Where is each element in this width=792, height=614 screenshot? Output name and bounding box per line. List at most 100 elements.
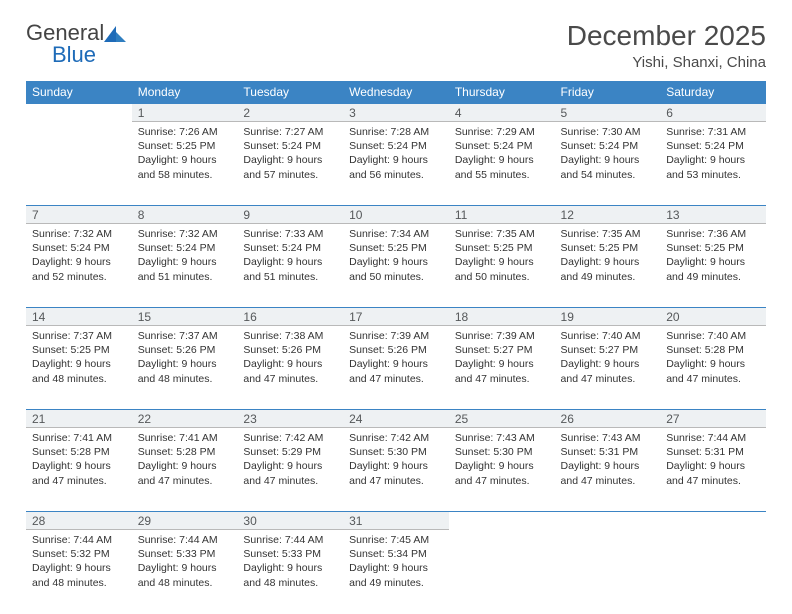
weekday-header: Monday: [132, 81, 238, 104]
day-body-cell: Sunrise: 7:32 AMSunset: 5:24 PMDaylight:…: [26, 224, 132, 308]
day-number-cell: 26: [555, 410, 661, 428]
logo-text: General Blue: [26, 22, 126, 66]
sunrise-line: Sunrise: 7:33 AM: [243, 227, 337, 241]
day-number-cell: 31: [343, 512, 449, 530]
day-body-cell: Sunrise: 7:42 AMSunset: 5:30 PMDaylight:…: [343, 428, 449, 512]
day-body-cell: Sunrise: 7:35 AMSunset: 5:25 PMDaylight:…: [555, 224, 661, 308]
day-number-cell: 17: [343, 308, 449, 326]
sunrise-line: Sunrise: 7:26 AM: [138, 125, 232, 139]
daylight-line: Daylight: 9 hours and 48 minutes.: [138, 561, 232, 589]
sunrise-line: Sunrise: 7:39 AM: [455, 329, 549, 343]
sunrise-line: Sunrise: 7:32 AM: [32, 227, 126, 241]
day-body-cell: Sunrise: 7:37 AMSunset: 5:26 PMDaylight:…: [132, 326, 238, 410]
day-number-cell: 4: [449, 104, 555, 122]
sunrise-line: Sunrise: 7:32 AM: [138, 227, 232, 241]
day-body-cell: Sunrise: 7:39 AMSunset: 5:27 PMDaylight:…: [449, 326, 555, 410]
daylight-line: Daylight: 9 hours and 54 minutes.: [561, 153, 655, 181]
day-body-cell: Sunrise: 7:32 AMSunset: 5:24 PMDaylight:…: [132, 224, 238, 308]
day-body-cell: Sunrise: 7:44 AMSunset: 5:33 PMDaylight:…: [132, 530, 238, 614]
sunrise-line: Sunrise: 7:40 AM: [561, 329, 655, 343]
daylight-line: Daylight: 9 hours and 48 minutes.: [32, 357, 126, 385]
sunset-line: Sunset: 5:31 PM: [666, 445, 760, 459]
header: General Blue December 2025 Yishi, Shanxi…: [26, 20, 766, 71]
sunset-line: Sunset: 5:24 PM: [138, 241, 232, 255]
logo-text-2: Blue: [26, 42, 96, 67]
day-body-cell: Sunrise: 7:38 AMSunset: 5:26 PMDaylight:…: [237, 326, 343, 410]
day-number-cell: 22: [132, 410, 238, 428]
day-number-cell: 19: [555, 308, 661, 326]
sunset-line: Sunset: 5:24 PM: [349, 139, 443, 153]
page-subtitle: Yishi, Shanxi, China: [567, 54, 766, 71]
sunset-line: Sunset: 5:28 PM: [138, 445, 232, 459]
day-number-cell: 12: [555, 206, 661, 224]
day-number-row: 28293031: [26, 512, 766, 530]
title-block: December 2025 Yishi, Shanxi, China: [567, 20, 766, 71]
sunrise-line: Sunrise: 7:42 AM: [243, 431, 337, 445]
day-body-cell: Sunrise: 7:42 AMSunset: 5:29 PMDaylight:…: [237, 428, 343, 512]
sunset-line: Sunset: 5:25 PM: [138, 139, 232, 153]
sunset-line: Sunset: 5:31 PM: [561, 445, 655, 459]
weekday-header-row: Sunday Monday Tuesday Wednesday Thursday…: [26, 81, 766, 104]
day-number-cell: 11: [449, 206, 555, 224]
day-number-cell: 9: [237, 206, 343, 224]
day-number-cell: 18: [449, 308, 555, 326]
daylight-line: Daylight: 9 hours and 47 minutes.: [138, 459, 232, 487]
sunset-line: Sunset: 5:24 PM: [561, 139, 655, 153]
day-body-cell: Sunrise: 7:33 AMSunset: 5:24 PMDaylight:…: [237, 224, 343, 308]
daylight-line: Daylight: 9 hours and 48 minutes.: [138, 357, 232, 385]
day-body-cell: Sunrise: 7:26 AMSunset: 5:25 PMDaylight:…: [132, 122, 238, 206]
sunrise-line: Sunrise: 7:41 AM: [32, 431, 126, 445]
sunset-line: Sunset: 5:34 PM: [349, 547, 443, 561]
day-body-cell: [449, 530, 555, 614]
daylight-line: Daylight: 9 hours and 47 minutes.: [349, 459, 443, 487]
day-number-cell: 10: [343, 206, 449, 224]
daylight-line: Daylight: 9 hours and 47 minutes.: [666, 357, 760, 385]
day-number-cell: [26, 104, 132, 122]
day-number-cell: 15: [132, 308, 238, 326]
day-number-cell: 29: [132, 512, 238, 530]
day-body-cell: Sunrise: 7:36 AMSunset: 5:25 PMDaylight:…: [660, 224, 766, 308]
day-number-cell: [449, 512, 555, 530]
day-body-cell: Sunrise: 7:40 AMSunset: 5:27 PMDaylight:…: [555, 326, 661, 410]
day-number-row: 78910111213: [26, 206, 766, 224]
sunset-line: Sunset: 5:26 PM: [243, 343, 337, 357]
day-number-cell: 8: [132, 206, 238, 224]
sunrise-line: Sunrise: 7:41 AM: [138, 431, 232, 445]
sunset-line: Sunset: 5:24 PM: [666, 139, 760, 153]
day-body-cell: Sunrise: 7:31 AMSunset: 5:24 PMDaylight:…: [660, 122, 766, 206]
daylight-line: Daylight: 9 hours and 47 minutes.: [349, 357, 443, 385]
sunrise-line: Sunrise: 7:44 AM: [138, 533, 232, 547]
sunrise-line: Sunrise: 7:43 AM: [455, 431, 549, 445]
daylight-line: Daylight: 9 hours and 48 minutes.: [243, 561, 337, 589]
daylight-line: Daylight: 9 hours and 47 minutes.: [561, 459, 655, 487]
day-number-cell: 14: [26, 308, 132, 326]
day-body-cell: Sunrise: 7:29 AMSunset: 5:24 PMDaylight:…: [449, 122, 555, 206]
daylight-line: Daylight: 9 hours and 47 minutes.: [561, 357, 655, 385]
sunset-line: Sunset: 5:30 PM: [349, 445, 443, 459]
sunset-line: Sunset: 5:24 PM: [243, 139, 337, 153]
day-number-cell: 2: [237, 104, 343, 122]
sunset-line: Sunset: 5:25 PM: [561, 241, 655, 255]
daylight-line: Daylight: 9 hours and 47 minutes.: [243, 357, 337, 385]
day-body-cell: [555, 530, 661, 614]
sunrise-line: Sunrise: 7:37 AM: [32, 329, 126, 343]
daylight-line: Daylight: 9 hours and 48 minutes.: [32, 561, 126, 589]
day-number-cell: 30: [237, 512, 343, 530]
day-body-cell: Sunrise: 7:43 AMSunset: 5:30 PMDaylight:…: [449, 428, 555, 512]
sunset-line: Sunset: 5:25 PM: [32, 343, 126, 357]
daylight-line: Daylight: 9 hours and 51 minutes.: [243, 255, 337, 283]
weekday-header: Wednesday: [343, 81, 449, 104]
day-number-cell: 24: [343, 410, 449, 428]
daylight-line: Daylight: 9 hours and 56 minutes.: [349, 153, 443, 181]
sunset-line: Sunset: 5:26 PM: [349, 343, 443, 357]
day-number-cell: 5: [555, 104, 661, 122]
sunset-line: Sunset: 5:25 PM: [455, 241, 549, 255]
day-body-row: Sunrise: 7:26 AMSunset: 5:25 PM Daylight:…: [26, 122, 766, 206]
day-number-cell: 7: [26, 206, 132, 224]
sunrise-line: Sunrise: 7:35 AM: [561, 227, 655, 241]
sunrise-line: Sunrise: 7:37 AM: [138, 329, 232, 343]
day-body-row: Sunrise: 7:41 AMSunset: 5:28 PMDaylight:…: [26, 428, 766, 512]
day-body-cell: Sunrise: 7:34 AMSunset: 5:25 PMDaylight:…: [343, 224, 449, 308]
daylight-line: Daylight: 9 hours and 53 minutes.: [666, 153, 760, 181]
day-number-cell: [555, 512, 661, 530]
